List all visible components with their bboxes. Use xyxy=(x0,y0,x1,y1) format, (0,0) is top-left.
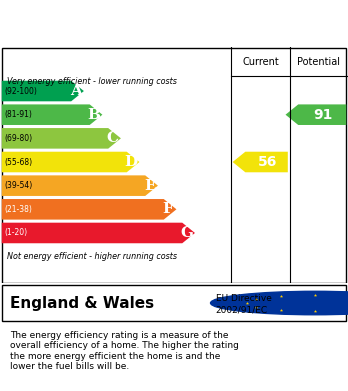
Polygon shape xyxy=(2,176,158,196)
Polygon shape xyxy=(2,104,102,125)
Text: (1-20): (1-20) xyxy=(4,228,27,237)
Polygon shape xyxy=(285,104,346,125)
Text: (55-68): (55-68) xyxy=(4,158,32,167)
Text: A: A xyxy=(70,84,81,98)
Text: F: F xyxy=(163,202,174,216)
Polygon shape xyxy=(2,152,140,172)
Text: Potential: Potential xyxy=(297,57,340,67)
Text: (69-80): (69-80) xyxy=(4,134,32,143)
Text: Not energy efficient - higher running costs: Not energy efficient - higher running co… xyxy=(7,252,177,261)
Text: Current: Current xyxy=(242,57,279,67)
Text: England & Wales: England & Wales xyxy=(10,296,155,310)
Text: (92-100): (92-100) xyxy=(4,86,37,95)
Text: Very energy efficient - lower running costs: Very energy efficient - lower running co… xyxy=(7,77,177,86)
Polygon shape xyxy=(2,81,84,101)
Polygon shape xyxy=(2,223,195,243)
Text: E: E xyxy=(144,179,156,193)
Text: B: B xyxy=(88,108,101,122)
Polygon shape xyxy=(232,152,288,172)
Text: G: G xyxy=(180,226,193,240)
Text: 91: 91 xyxy=(314,108,333,122)
Text: (21-38): (21-38) xyxy=(4,205,32,214)
Circle shape xyxy=(211,291,348,315)
Text: D: D xyxy=(125,155,138,169)
Text: (39-54): (39-54) xyxy=(4,181,32,190)
Text: EU Directive: EU Directive xyxy=(216,294,272,303)
Text: C: C xyxy=(106,131,119,145)
Text: Energy Efficiency Rating: Energy Efficiency Rating xyxy=(10,14,259,32)
Text: 56: 56 xyxy=(258,155,277,169)
Text: (81-91): (81-91) xyxy=(4,110,32,119)
Polygon shape xyxy=(2,199,176,220)
Text: 2002/91/EC: 2002/91/EC xyxy=(216,305,268,315)
Polygon shape xyxy=(2,128,121,149)
Text: The energy efficiency rating is a measure of the
overall efficiency of a home. T: The energy efficiency rating is a measur… xyxy=(10,331,239,371)
